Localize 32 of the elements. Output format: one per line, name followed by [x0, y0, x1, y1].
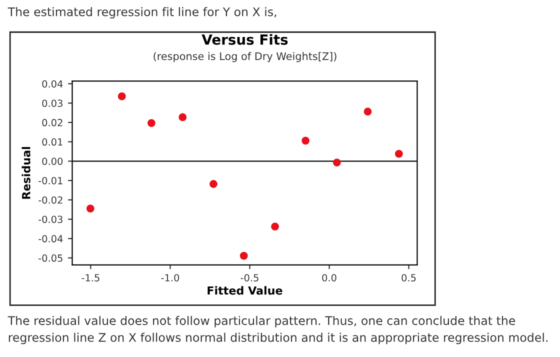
point — [210, 180, 218, 188]
y-tick-label: -0.02 — [38, 196, 62, 204]
x-tick-label: -1.0 — [161, 274, 180, 282]
point — [364, 108, 372, 116]
x-tick-label: 0.5 — [402, 274, 416, 282]
x-tick-label: 0.0 — [322, 274, 336, 282]
y-tick-label: 0.02 — [42, 118, 62, 126]
point — [178, 113, 187, 122]
y-tick-label: 0.00 — [42, 158, 63, 165]
chart-title: Versus Fits — [202, 34, 288, 45]
x-tick-label: -1.5 — [82, 274, 100, 282]
x-tick-label: -0.5 — [240, 274, 258, 282]
y-tick-label: -0.05 — [38, 254, 62, 262]
y-tick-label: 0.03 — [42, 100, 62, 107]
y-tick-label: 0.01 — [42, 138, 62, 146]
x-axis-title: Fitted Value — [208, 286, 282, 295]
point — [86, 204, 94, 213]
point — [394, 150, 403, 158]
point — [147, 119, 156, 127]
y-tick-label: -0.01 — [38, 176, 62, 184]
point — [271, 222, 279, 231]
y-axis-title: Residual — [22, 147, 30, 199]
y-tick-label: -0.04 — [38, 235, 63, 242]
point — [302, 136, 310, 145]
point — [332, 158, 341, 166]
text: The residual value does not follow particular pattern. Thus, one can conclude that the regression line Z on X follows normal distribution and it is an appropriate regression model. — [8, 316, 548, 344]
point — [118, 92, 126, 100]
text: The estimated regression fit line for Y on X is, — [8, 7, 276, 19]
point — [240, 252, 248, 260]
chart-subtitle: (response is Log of Dry Weights[Z]) — [154, 52, 336, 62]
y-tick-label: -0.03 — [38, 216, 62, 224]
y-tick-label: 0.04 — [42, 80, 63, 88]
